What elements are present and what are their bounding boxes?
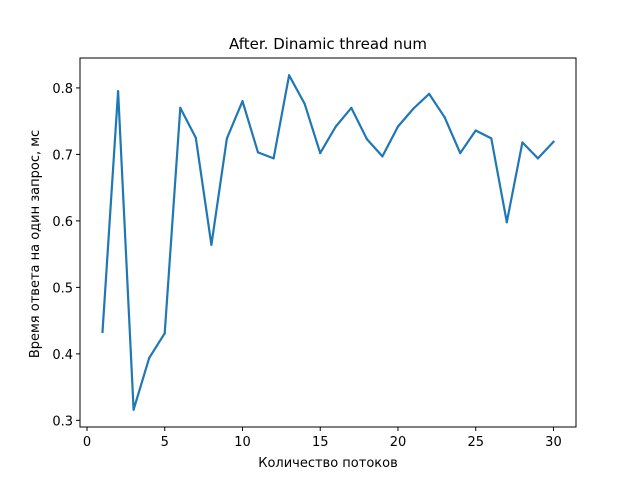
x-axis-ticks: 0 5 10 15 20 25 30: [83, 427, 562, 450]
x-tick-label: 30: [545, 435, 562, 450]
data-point: [288, 74, 291, 77]
data-point: [225, 137, 229, 140]
data-point: [210, 243, 213, 246]
data-point: [132, 408, 135, 411]
data-point: [536, 157, 540, 160]
data-point: [194, 136, 197, 139]
data-point: [272, 157, 275, 160]
chart-title: After. Dinamic thread num: [229, 35, 427, 53]
data-point: [256, 151, 260, 154]
data-point: [552, 140, 555, 143]
x-axis-label: Количество потоков: [258, 456, 398, 471]
data-point: [521, 141, 524, 144]
y-tick-label: 0.4: [52, 348, 73, 363]
x-tick-label: 20: [390, 435, 407, 450]
data-point: [101, 330, 104, 334]
x-tick-label: 25: [467, 435, 484, 450]
data-point: [303, 102, 306, 105]
data-point: [148, 356, 151, 359]
data-point: [334, 125, 337, 128]
data-point: [459, 151, 462, 155]
data-point: [396, 125, 400, 128]
plot-area: [101, 74, 556, 411]
x-tick-label: 5: [161, 435, 169, 450]
y-tick-label: 0.5: [52, 281, 73, 296]
data-point: [179, 106, 182, 109]
y-axis-label: Время ответа на один запрос, мс: [28, 130, 43, 358]
data-point: [116, 90, 120, 93]
data-point: [490, 137, 493, 140]
y-tick-label: 0.3: [52, 414, 73, 429]
y-axis-ticks: 0.3 0.4 0.5 0.6 0.7 0.8: [52, 82, 80, 429]
axes-frame: [79, 57, 577, 428]
y-tick-label: 0.8: [52, 82, 73, 97]
data-point: [350, 106, 353, 109]
data-point: [443, 116, 446, 119]
data-point: [381, 155, 384, 158]
series-line: [101, 74, 556, 411]
data-point: [474, 129, 477, 132]
data-point: [163, 332, 166, 335]
data-point: [412, 107, 415, 110]
y-tick-label: 0.7: [52, 148, 73, 163]
x-tick-label: 10: [234, 435, 251, 450]
x-tick-label: 15: [312, 435, 329, 450]
data-point: [505, 221, 508, 224]
data-point: [241, 100, 244, 103]
data-point: [319, 151, 322, 155]
data-point: [365, 138, 368, 141]
data-point: [427, 92, 431, 96]
y-tick-label: 0.6: [52, 215, 73, 230]
x-tick-label: 0: [83, 435, 91, 450]
